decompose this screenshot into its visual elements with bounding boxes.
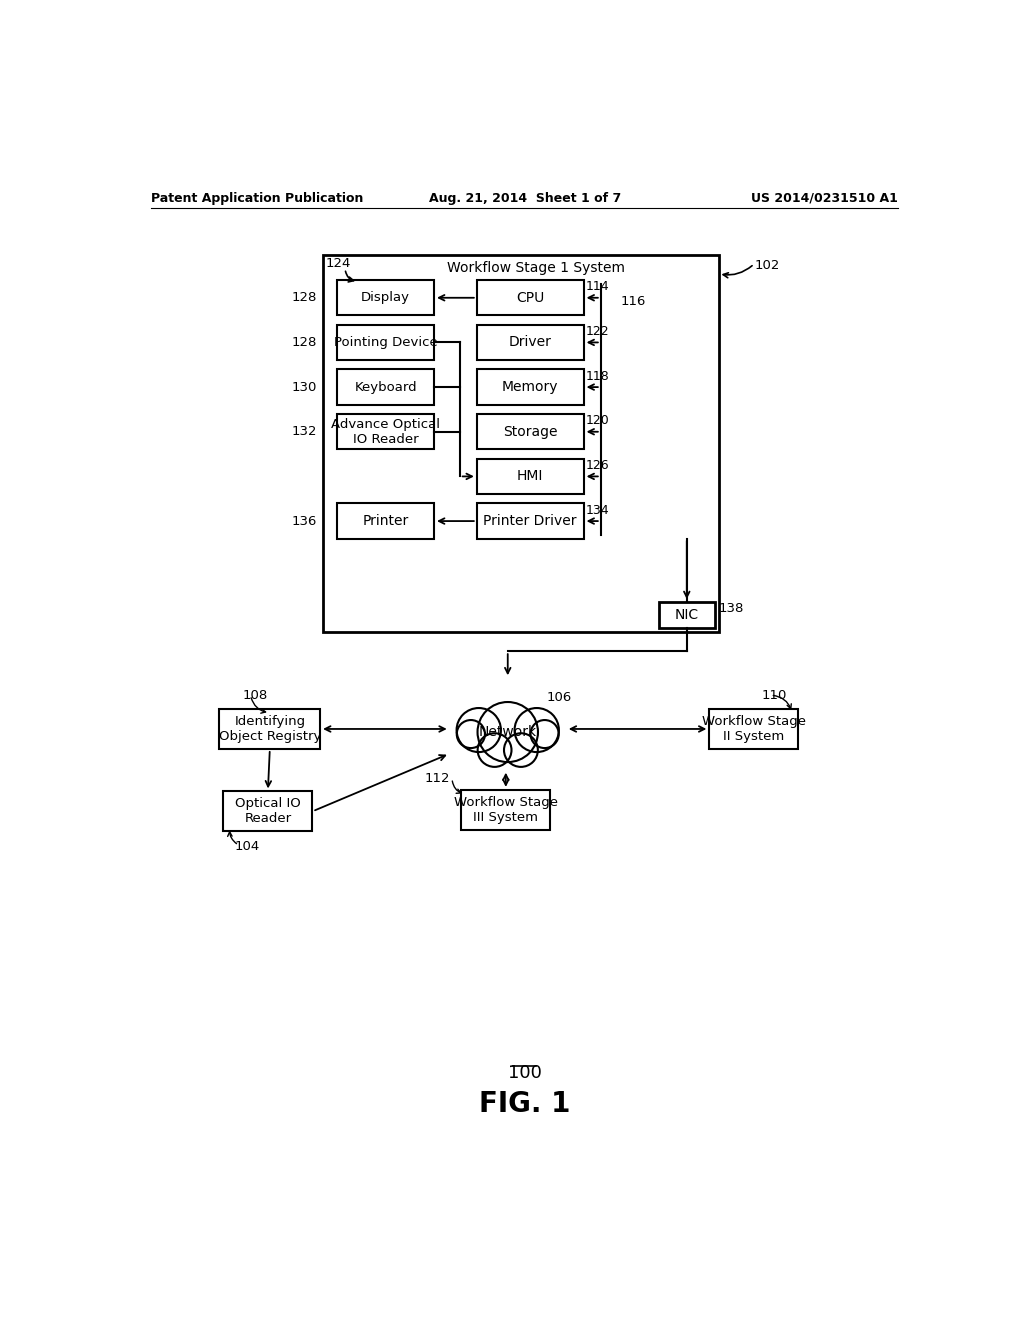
Text: 100: 100: [508, 1064, 542, 1082]
Text: Workflow Stage 1 System: Workflow Stage 1 System: [447, 261, 626, 275]
Text: Printer Driver: Printer Driver: [483, 513, 577, 528]
Text: 128: 128: [292, 335, 317, 348]
Text: 102: 102: [755, 259, 779, 272]
Text: Aug. 21, 2014  Sheet 1 of 7: Aug. 21, 2014 Sheet 1 of 7: [429, 191, 621, 205]
Text: 106: 106: [547, 690, 571, 704]
Text: 104: 104: [234, 841, 260, 853]
Bar: [223, 792, 312, 832]
Text: 116: 116: [621, 296, 646, 308]
Text: 134: 134: [586, 504, 609, 517]
Bar: [324, 255, 719, 632]
Text: 136: 136: [292, 515, 317, 528]
Text: NIC: NIC: [675, 609, 698, 622]
Text: Display: Display: [361, 292, 411, 305]
Text: Keyboard: Keyboard: [354, 380, 417, 393]
Text: Network: Network: [478, 725, 537, 739]
Text: Workflow Stage
III System: Workflow Stage III System: [454, 796, 558, 824]
Text: 112: 112: [424, 772, 450, 785]
Text: FIG. 1: FIG. 1: [479, 1090, 570, 1118]
Text: US 2014/0231510 A1: US 2014/0231510 A1: [752, 191, 898, 205]
Text: Workflow Stage
II System: Workflow Stage II System: [701, 715, 806, 743]
Text: Patent Application Publication: Patent Application Publication: [152, 191, 364, 205]
Bar: [710, 709, 799, 748]
Text: 122: 122: [586, 325, 609, 338]
Text: 110: 110: [761, 689, 786, 702]
Bar: [477, 280, 584, 315]
Bar: [219, 709, 321, 748]
Text: Memory: Memory: [502, 380, 558, 395]
Text: 130: 130: [292, 380, 317, 393]
Bar: [658, 602, 715, 628]
Bar: [337, 503, 434, 539]
Text: 128: 128: [292, 292, 317, 305]
Bar: [477, 370, 584, 405]
Bar: [337, 370, 434, 405]
Bar: [337, 325, 434, 360]
Bar: [477, 459, 584, 494]
Text: Identifying
Object Registry: Identifying Object Registry: [219, 715, 321, 743]
Text: Printer: Printer: [362, 513, 409, 528]
Circle shape: [457, 719, 485, 748]
Text: 120: 120: [586, 414, 609, 428]
Text: 118: 118: [586, 370, 609, 383]
Text: 124: 124: [326, 257, 351, 271]
Bar: [337, 414, 434, 449]
Text: Storage: Storage: [503, 425, 557, 438]
Text: Driver: Driver: [509, 335, 552, 350]
Bar: [477, 414, 584, 449]
Circle shape: [457, 708, 501, 752]
Bar: [477, 325, 584, 360]
Text: HMI: HMI: [517, 470, 544, 483]
Text: 114: 114: [586, 280, 609, 293]
Text: CPU: CPU: [516, 290, 545, 305]
Text: Advance Optical
IO Reader: Advance Optical IO Reader: [331, 417, 440, 446]
Bar: [461, 789, 550, 830]
Text: 108: 108: [243, 689, 268, 702]
Circle shape: [530, 719, 559, 748]
Text: 132: 132: [292, 425, 317, 438]
Text: 126: 126: [586, 459, 609, 473]
Text: 138: 138: [719, 602, 743, 615]
Text: Pointing Device: Pointing Device: [334, 335, 437, 348]
Circle shape: [477, 733, 512, 767]
Bar: [337, 280, 434, 315]
Circle shape: [477, 702, 538, 762]
Bar: [477, 503, 584, 539]
Text: Optical IO
Reader: Optical IO Reader: [236, 797, 301, 825]
Circle shape: [515, 708, 559, 752]
Circle shape: [504, 733, 538, 767]
